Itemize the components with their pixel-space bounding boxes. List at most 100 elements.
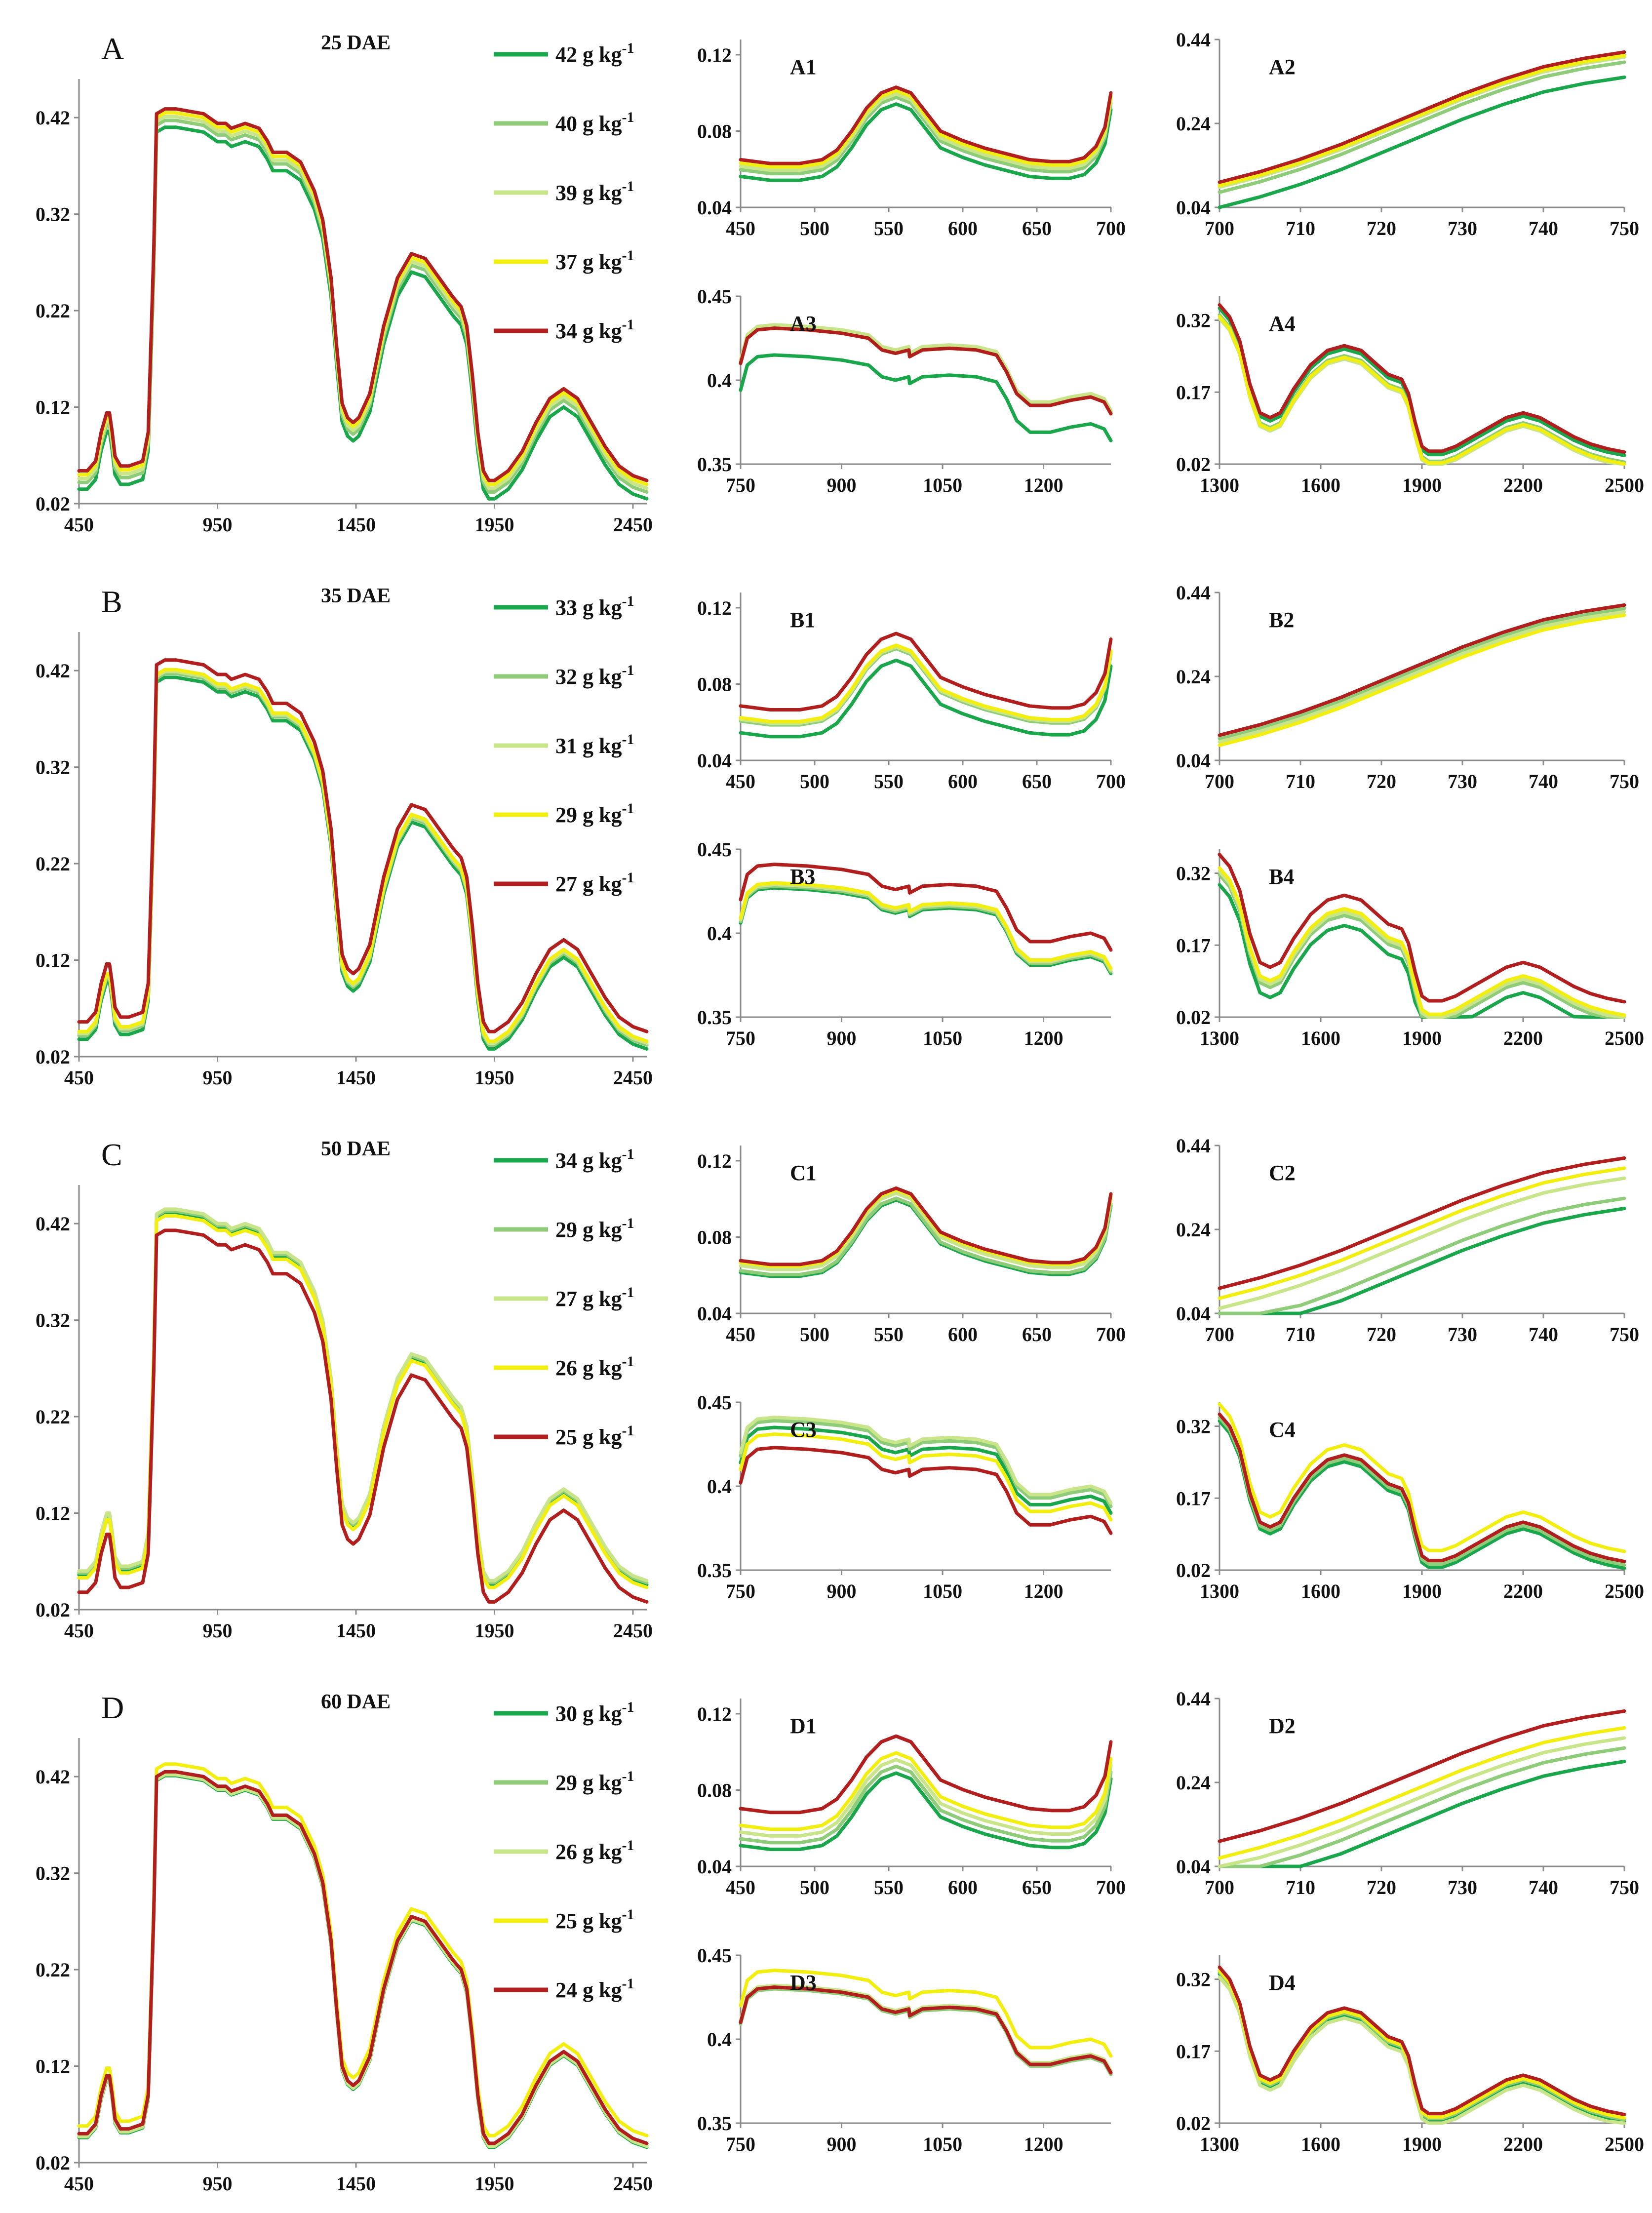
dae-title: 50 DAE: [321, 1138, 391, 1160]
panel-tag-number: 2: [1285, 1714, 1296, 1738]
panel-tag: D3: [790, 1971, 817, 1995]
legend-superscript: -1: [622, 1215, 634, 1231]
legend-label: 34 g kg-1: [555, 316, 634, 343]
x-tick-label: 1200: [1024, 2133, 1063, 2155]
legend-label: 42 g kg-1: [555, 40, 634, 67]
series-line-1: [77, 675, 649, 1051]
x-tick-label: 950: [202, 514, 232, 536]
y-tick-label: 0.17: [1176, 381, 1211, 403]
x-tick-label: 2500: [1605, 474, 1644, 496]
panel-tag-number: 4: [1285, 1418, 1296, 1442]
x-tick-label: 650: [1022, 1323, 1052, 1345]
x-tick-label: 600: [948, 770, 978, 792]
legend: 34 g kg-129 g kg-127 g kg-126 g kg-125 g…: [494, 1146, 634, 1449]
x-tick-label: 2450: [613, 2173, 653, 2195]
legend-text: 27 g kg: [555, 1287, 622, 1311]
y-tick-label: 0.12: [697, 1703, 732, 1725]
series-line-2: [77, 1772, 649, 2147]
y-tick-label: 0.32: [36, 1309, 70, 1332]
dae-title: 60 DAE: [321, 1691, 391, 1713]
x-tick-label: 950: [202, 1620, 232, 1642]
series-line-5: [739, 85, 1113, 165]
series-line-3: [739, 1758, 1113, 1838]
legend-text: 34 g kg: [555, 319, 622, 343]
legend: 30 g kg-129 g kg-126 g kg-125 g kg-124 g…: [494, 1699, 634, 2002]
x-tick-label: 750: [726, 2133, 755, 2155]
x-tick-label: 1950: [474, 514, 514, 536]
y-tick-label: 0.4: [707, 922, 732, 945]
y-tick-label: 0.32: [36, 1862, 70, 1885]
series-line-3: [739, 1983, 1113, 2073]
row-letter: B: [101, 584, 122, 619]
y-tick-label: 0.24: [1176, 666, 1211, 688]
panel-a-sub4: 0.02 0.17 0.32 1300 1600 1900 2200 2500 A4: [1176, 296, 1644, 496]
series-line-4: [77, 1762, 649, 2137]
legend-label: 24 g kg-1: [555, 1976, 634, 2002]
panel-a-main: 0.02 0.12 0.22 0.32 0.42 450 950 1450 1950 2450: [36, 79, 653, 536]
panel-tag-letter: B: [1269, 865, 1283, 889]
series-line-2: [1218, 60, 1626, 194]
legend-superscript: -1: [622, 1423, 634, 1439]
y-tick-label: 0.17: [1176, 1487, 1211, 1509]
series-line-4: [739, 1188, 1113, 1268]
legend: 42 g kg-140 g kg-139 g kg-137 g kg-134 g…: [494, 40, 634, 343]
x-tick-label: 720: [1367, 770, 1396, 792]
series-line-5: [739, 863, 1113, 952]
x-tick-label: 710: [1286, 770, 1315, 792]
x-tick-label: 650: [1022, 770, 1052, 792]
series-line-4: [77, 668, 649, 1043]
x-tick-label: 950: [202, 2173, 232, 2195]
dae-title: 35 DAE: [321, 585, 391, 607]
panel-tag-number: 2: [1285, 55, 1296, 79]
x-tick-label: 1450: [336, 2173, 376, 2195]
x-tick-label: 550: [874, 770, 904, 792]
x-tick-label: 2500: [1605, 1027, 1644, 1049]
legend-superscript: -1: [622, 731, 634, 748]
legend-label: 29 g kg-1: [555, 1215, 634, 1242]
legend-superscript: -1: [622, 1353, 634, 1370]
panel-c-sub1: 0.04 0.08 0.12 450 500 550 600 650 700 C1: [697, 1146, 1126, 1345]
panel-d-sub2: 0.04 0.24 0.44 700 710 720 730 740 750 D2: [1176, 1688, 1639, 1898]
series-line-5: [77, 1770, 649, 2145]
series-line-5: [1218, 853, 1626, 1004]
x-tick-label: 650: [1022, 1876, 1052, 1898]
panel-tag-number: 1: [806, 1161, 817, 1185]
x-tick-label: 450: [64, 514, 94, 536]
legend-text: 37 g kg: [555, 250, 622, 274]
series-line-5: [739, 326, 1113, 416]
x-tick-label: 1600: [1301, 1027, 1340, 1049]
legend-superscript: -1: [622, 869, 634, 886]
y-tick-label: 0.12: [697, 597, 732, 619]
panel-tag-letter: D: [1269, 1714, 1285, 1738]
series-line-4: [1218, 1402, 1626, 1553]
series-line-5: [77, 107, 649, 482]
x-tick-label: 550: [874, 217, 904, 239]
panel-tag: C4: [1269, 1418, 1296, 1442]
y-tick-label: 0.24: [1176, 113, 1211, 135]
legend-superscript: -1: [622, 1768, 634, 1784]
panel-tag-letter: B: [1269, 608, 1283, 632]
series-line-5: [1218, 303, 1626, 454]
y-tick-label: 0.42: [36, 1213, 70, 1235]
panel-tag-number: 1: [806, 55, 817, 79]
x-tick-label: 1600: [1301, 474, 1340, 496]
legend-label: 29 g kg-1: [555, 800, 634, 827]
series-line-5: [739, 1186, 1113, 1266]
x-tick-label: 740: [1529, 770, 1558, 792]
y-tick-label: 0.17: [1176, 934, 1211, 956]
panel-tag-letter: A: [790, 312, 806, 336]
series-line-2: [77, 119, 649, 494]
x-tick-label: 600: [948, 217, 978, 239]
panel-d-sub4: 0.02 0.17 0.32 1300 1600 1900 2200 2500 D4: [1176, 1955, 1644, 2155]
y-tick-label: 0.17: [1176, 2040, 1211, 2062]
x-tick-label: 450: [726, 1323, 755, 1345]
legend: 33 g kg-132 g kg-131 g kg-129 g kg-127 g…: [494, 593, 634, 896]
series-line-3: [739, 1416, 1113, 1505]
y-tick-label: 0.45: [697, 1944, 732, 1967]
series-line-4: [739, 88, 1113, 169]
y-tick-label: 0.04: [697, 1303, 732, 1325]
panel-tag: D4: [1269, 1971, 1296, 1995]
x-tick-label: 2450: [613, 1620, 653, 1642]
y-tick-label: 0.35: [697, 1006, 732, 1028]
panel-b-sub4: 0.02 0.17 0.32 1300 1600 1900 2200 2500 B4: [1176, 849, 1644, 1049]
